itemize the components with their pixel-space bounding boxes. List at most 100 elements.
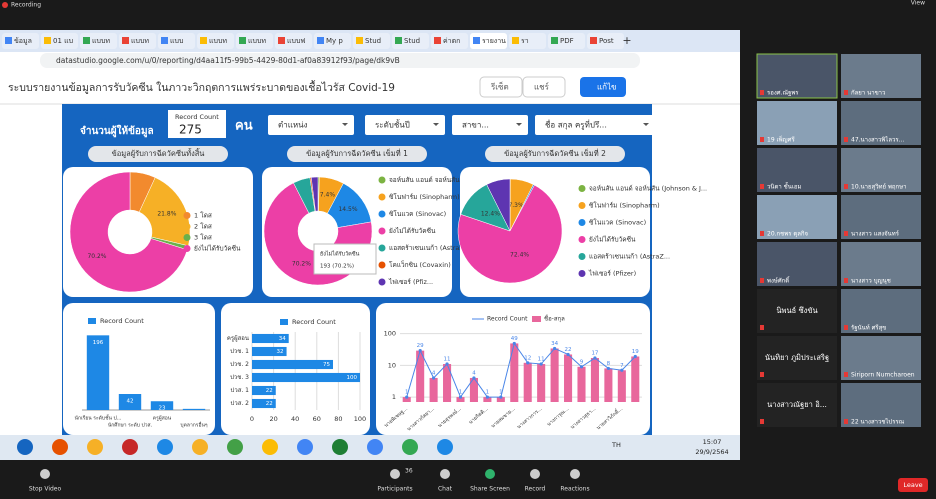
tab-icon [395,37,402,44]
bar-value: 23 [159,406,166,412]
bar [252,360,333,369]
y-tick-label: 1 [392,393,396,401]
participant-name: 10.นายสุวิทย์ พฤกษา [851,183,906,191]
filter-label[interactable]: สาขา... [462,121,489,130]
bar-value: 32 [277,349,284,355]
taskbar-icon[interactable] [157,439,173,455]
control-icon[interactable] [40,469,50,479]
control-label[interactable]: Chat [438,486,453,493]
participant-name: รองศ.ณัฐพร [767,90,799,97]
line-point [419,349,422,352]
mic-muted [844,231,848,236]
taskbar-lang: TH [611,441,621,449]
taskbar-icon[interactable] [402,439,418,455]
control-icon[interactable] [485,469,495,479]
record-count: 275 [179,123,202,137]
legend-swatch [579,236,586,243]
filter-label[interactable]: ตำแหน่ง [278,121,308,130]
control-label[interactable]: Participants [377,486,412,493]
header-button[interactable]: แก้ไข [597,83,617,92]
header-button[interactable]: แชร์ [534,82,550,92]
x-tick-label: 20 [269,415,277,423]
tab-icon [83,37,90,44]
bar-value: 196 [93,340,104,346]
slice-label: 21.8% [157,211,176,218]
line-point [593,356,596,359]
legend-swatch [579,185,586,192]
tab-title: แบบท [209,37,227,45]
tab-icon [278,37,285,44]
line-point [513,342,516,345]
control-icon[interactable] [530,469,540,479]
taskbar-icon[interactable] [52,439,68,455]
y-tick-label: ครูผู้สอน [227,335,249,342]
line-point [580,365,583,368]
tooltip [314,244,376,274]
point-label: 12 [524,355,531,361]
taskbar-icon[interactable] [87,439,103,455]
control-label[interactable]: Record [525,486,546,493]
x-tick-label: บุคลากรอื่นๆ [180,422,208,429]
tab-icon [239,37,246,44]
tab-title: My p [326,37,343,45]
view[interactable]: View [911,0,925,7]
bar [87,335,109,410]
taskbar-icon[interactable] [367,439,383,455]
filter-label[interactable]: ระดับชั้นปี [375,119,410,130]
url: datastudio.google.com/u/0/reporting/d4aa… [56,56,400,65]
new-tab[interactable]: + [622,34,631,47]
bar [430,378,438,402]
filter-label[interactable]: ชื่อ สกุล ครูที่ปรึ... [545,119,607,131]
bar [551,348,559,402]
tab-icon [122,37,129,44]
slice-label: 70.2% [87,253,106,260]
tab-icon [551,37,558,44]
mic-muted [844,278,848,283]
line-point [472,376,475,379]
tab-title: รา [521,37,529,45]
tab-title: แบบฟ [287,37,305,45]
taskbar-time: 15:07 [703,438,722,446]
legend-swatch [379,177,386,184]
legend-label: ยังไม่ได้รับวัคซีน [194,245,241,253]
point-label: 11 [538,357,545,363]
control-label[interactable]: Stop Video [29,486,62,493]
mic-muted [844,184,848,189]
pie-title: ข้อมูลผู้รับการฉีดวัคซีน เข็มที่ 1 [306,148,408,158]
control-label[interactable]: Share Screen [470,486,510,493]
header-button[interactable]: รีเซ็ต [490,82,508,92]
legend-label: Record Count [292,318,336,326]
point-label: 1 [499,390,503,396]
taskbar-icon[interactable] [332,439,348,455]
legend-label: แอสตร้าเซนเนก้า (AstraZ... [589,253,670,261]
legend-swatch [280,319,288,325]
control-icon[interactable] [440,469,450,479]
mic-muted [760,278,764,283]
leave[interactable]: Leave [903,481,922,489]
taskbar-icon[interactable] [122,439,138,455]
participant-name: พงษ์ศักดิ์ [767,276,791,285]
control-icon[interactable] [570,469,580,479]
control-label[interactable]: Reactions [560,486,589,493]
mic-muted [760,137,764,142]
legend-label: 2 โดส [194,223,212,231]
taskbar-icon[interactable] [227,439,243,455]
participant-name: 47.นางสาวพิไลวร... [851,136,904,144]
tab-icon [356,37,363,44]
bar [510,343,518,402]
tab-title: แบบท [92,37,110,45]
legend-label: 1 โดส [194,212,212,220]
control-icon[interactable] [390,469,400,479]
taskbar-icon[interactable] [437,439,453,455]
taskbar-icon[interactable] [262,439,278,455]
tab-title: แบบท [131,37,149,45]
legend-label: ชื่อ-สกุล [544,315,565,323]
taskbar-icon[interactable] [297,439,313,455]
bar [591,358,599,402]
taskbar-icon[interactable] [192,439,208,455]
taskbar-icon[interactable] [17,439,33,455]
legend-label: ไฟเซอร์ (Pfizer) [588,270,636,278]
bar-value: 22 [266,401,273,407]
tab-title: แบบท [248,37,266,45]
